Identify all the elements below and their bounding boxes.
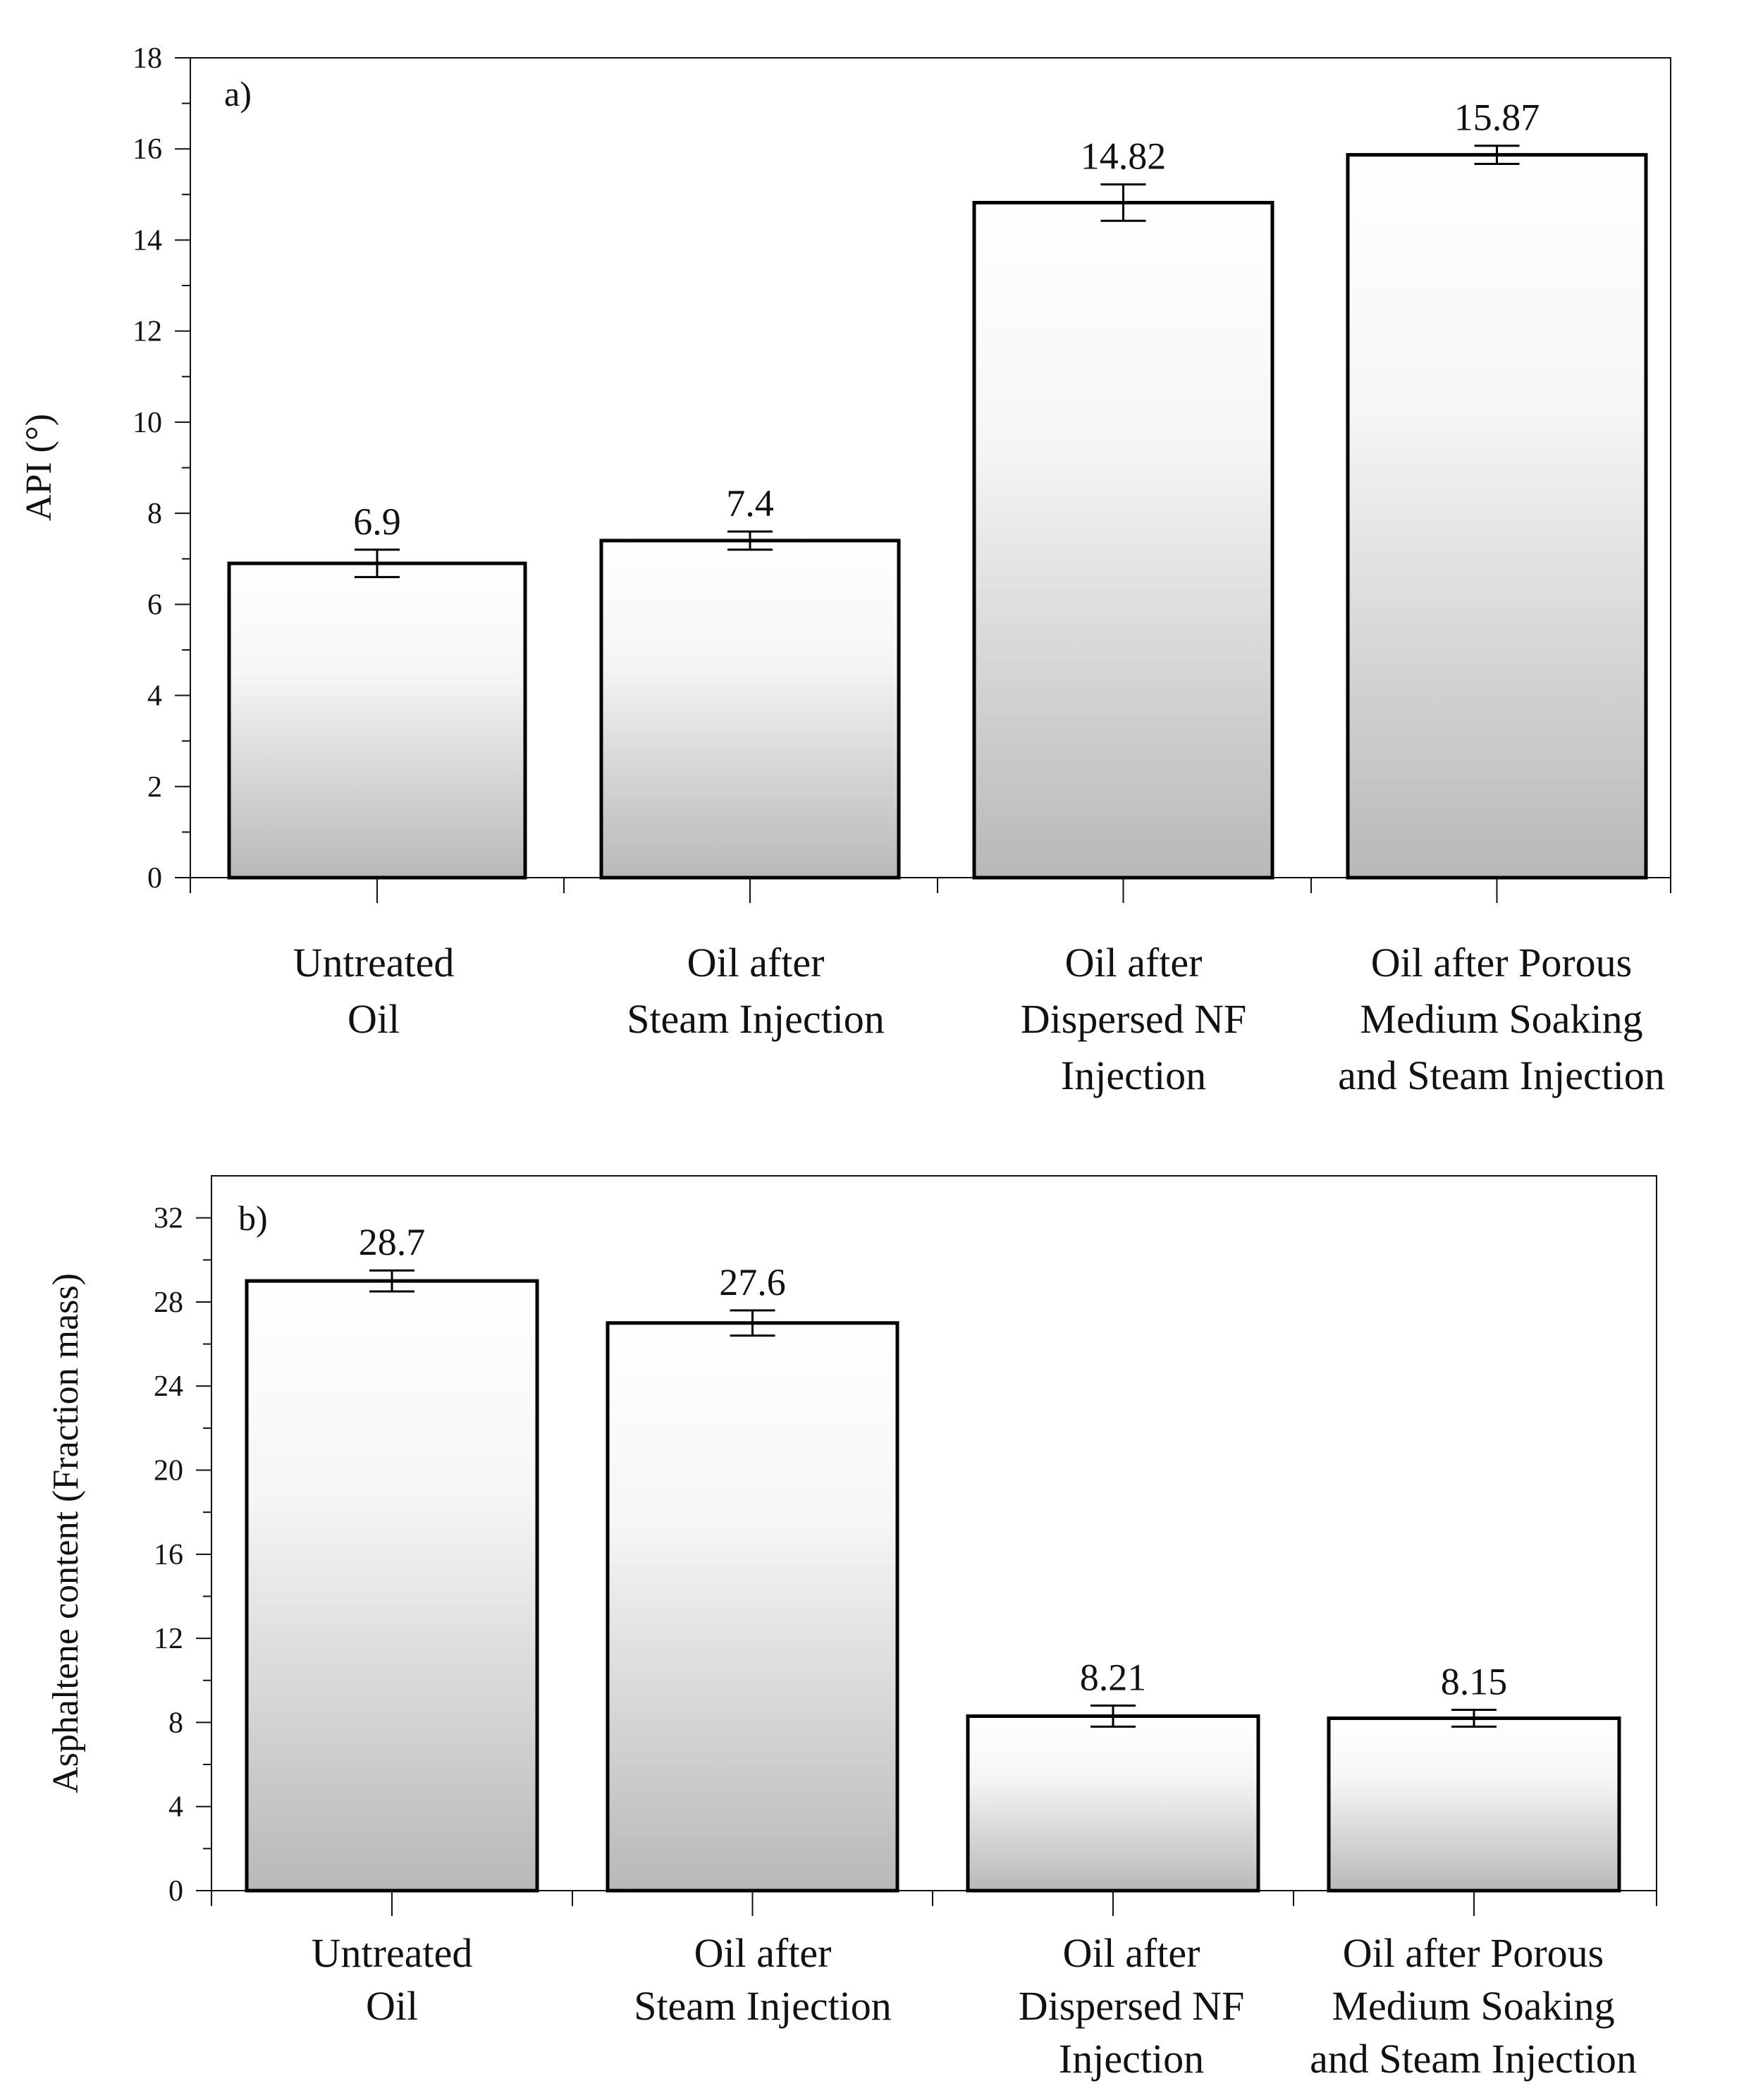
a-value-label: 14.82 (1081, 135, 1167, 178)
b-category-label: Injection (1059, 2036, 1204, 2082)
a-y-tick-label: 2 (147, 771, 162, 804)
a-y-tick-label: 6 (147, 589, 162, 621)
b-plot-frame (211, 1175, 1657, 1891)
b-category-label: and Steam Injection (1310, 2036, 1637, 2082)
a-y-tick-label: 8 (147, 498, 162, 530)
b-y-tick-label: 4 (168, 1791, 183, 1824)
b-panel-label: b) (238, 1198, 268, 1238)
b-category-label: Oil after (694, 1930, 832, 1976)
a-bar (972, 200, 1274, 880)
a-y-tick-label: 10 (133, 407, 162, 439)
b-bar (966, 1714, 1260, 1893)
a-y-tick-label: 14 (133, 224, 162, 257)
a-y-tick-label: 16 (133, 133, 162, 166)
a-category-label: Steam Injection (627, 996, 885, 1042)
a-value-label: 15.87 (1454, 97, 1540, 139)
a-value-label: 7.4 (726, 482, 774, 524)
a-y-tick-label: 18 (133, 42, 162, 75)
a-category-label: Dispersed NF (1021, 996, 1247, 1042)
b-value-label: 8.15 (1441, 1661, 1508, 1703)
a-category-label: Untreated (293, 940, 455, 985)
a-category-label: Injection (1061, 1052, 1206, 1098)
a-category-label: Oil after (1065, 940, 1203, 985)
a-category-label: and Steam Injection (1338, 1052, 1665, 1098)
a-y-tick-label: 0 (147, 862, 162, 895)
a-bar (1346, 153, 1648, 880)
b-value-label: 27.6 (719, 1261, 786, 1303)
chart-b-asphaltene: 0 4 8 12 16 20 24 28 32 28.7 Untreated Oil 27.6 Oil a… (46, 1175, 1657, 2082)
b-y-tick-label: 32 (154, 1203, 183, 1235)
b-category-label: Medium Soaking (1332, 1983, 1614, 2029)
a-category-label: Oil (348, 996, 400, 1042)
b-y-tick-label: 0 (168, 1875, 183, 1908)
a-value-label: 6.9 (353, 501, 401, 543)
b-y-tick-label: 8 (168, 1707, 183, 1739)
a-y-tick-label: 12 (133, 316, 162, 348)
a-category-label: Oil after Porous (1371, 940, 1633, 985)
a-category-label: Oil after (687, 940, 825, 985)
b-y-tick-label: 28 (154, 1287, 183, 1319)
b-category-label: Untreated (312, 1930, 473, 1976)
a-y-tick-label: 4 (147, 680, 162, 713)
a-y-axis-label: API (°) (19, 414, 59, 521)
a-bar (227, 561, 527, 880)
b-category-label: Oil after Porous (1343, 1930, 1604, 1976)
b-bar (1327, 1716, 1621, 1893)
b-y-tick-label: 16 (154, 1539, 183, 1571)
b-bar (245, 1279, 539, 1893)
b-y-tick-label: 20 (154, 1455, 183, 1487)
b-category-label: Steam Injection (634, 1983, 892, 2029)
b-category-label: Oil after (1063, 1930, 1200, 1976)
b-value-label: 28.7 (359, 1221, 426, 1263)
b-value-label: 8.21 (1080, 1657, 1147, 1699)
b-bar (606, 1321, 899, 1893)
a-category-label: Medium Soaking (1360, 996, 1642, 1042)
b-y-tick-label: 12 (154, 1623, 183, 1655)
b-y-axis-label: Asphaltene content (Fraction mass) (46, 1273, 86, 1793)
b-category-label: Dispersed NF (1019, 1983, 1245, 2029)
a-panel-label: a) (224, 74, 252, 113)
b-category-label: Oil (366, 1983, 418, 2029)
a-bar (599, 539, 901, 880)
b-y-tick-label: 24 (154, 1370, 183, 1403)
chart-a-api: 0 2 4 6 8 10 12 14 16 18 6.9 Untreated Oil 7.4 Oil aft… (19, 42, 1671, 1098)
